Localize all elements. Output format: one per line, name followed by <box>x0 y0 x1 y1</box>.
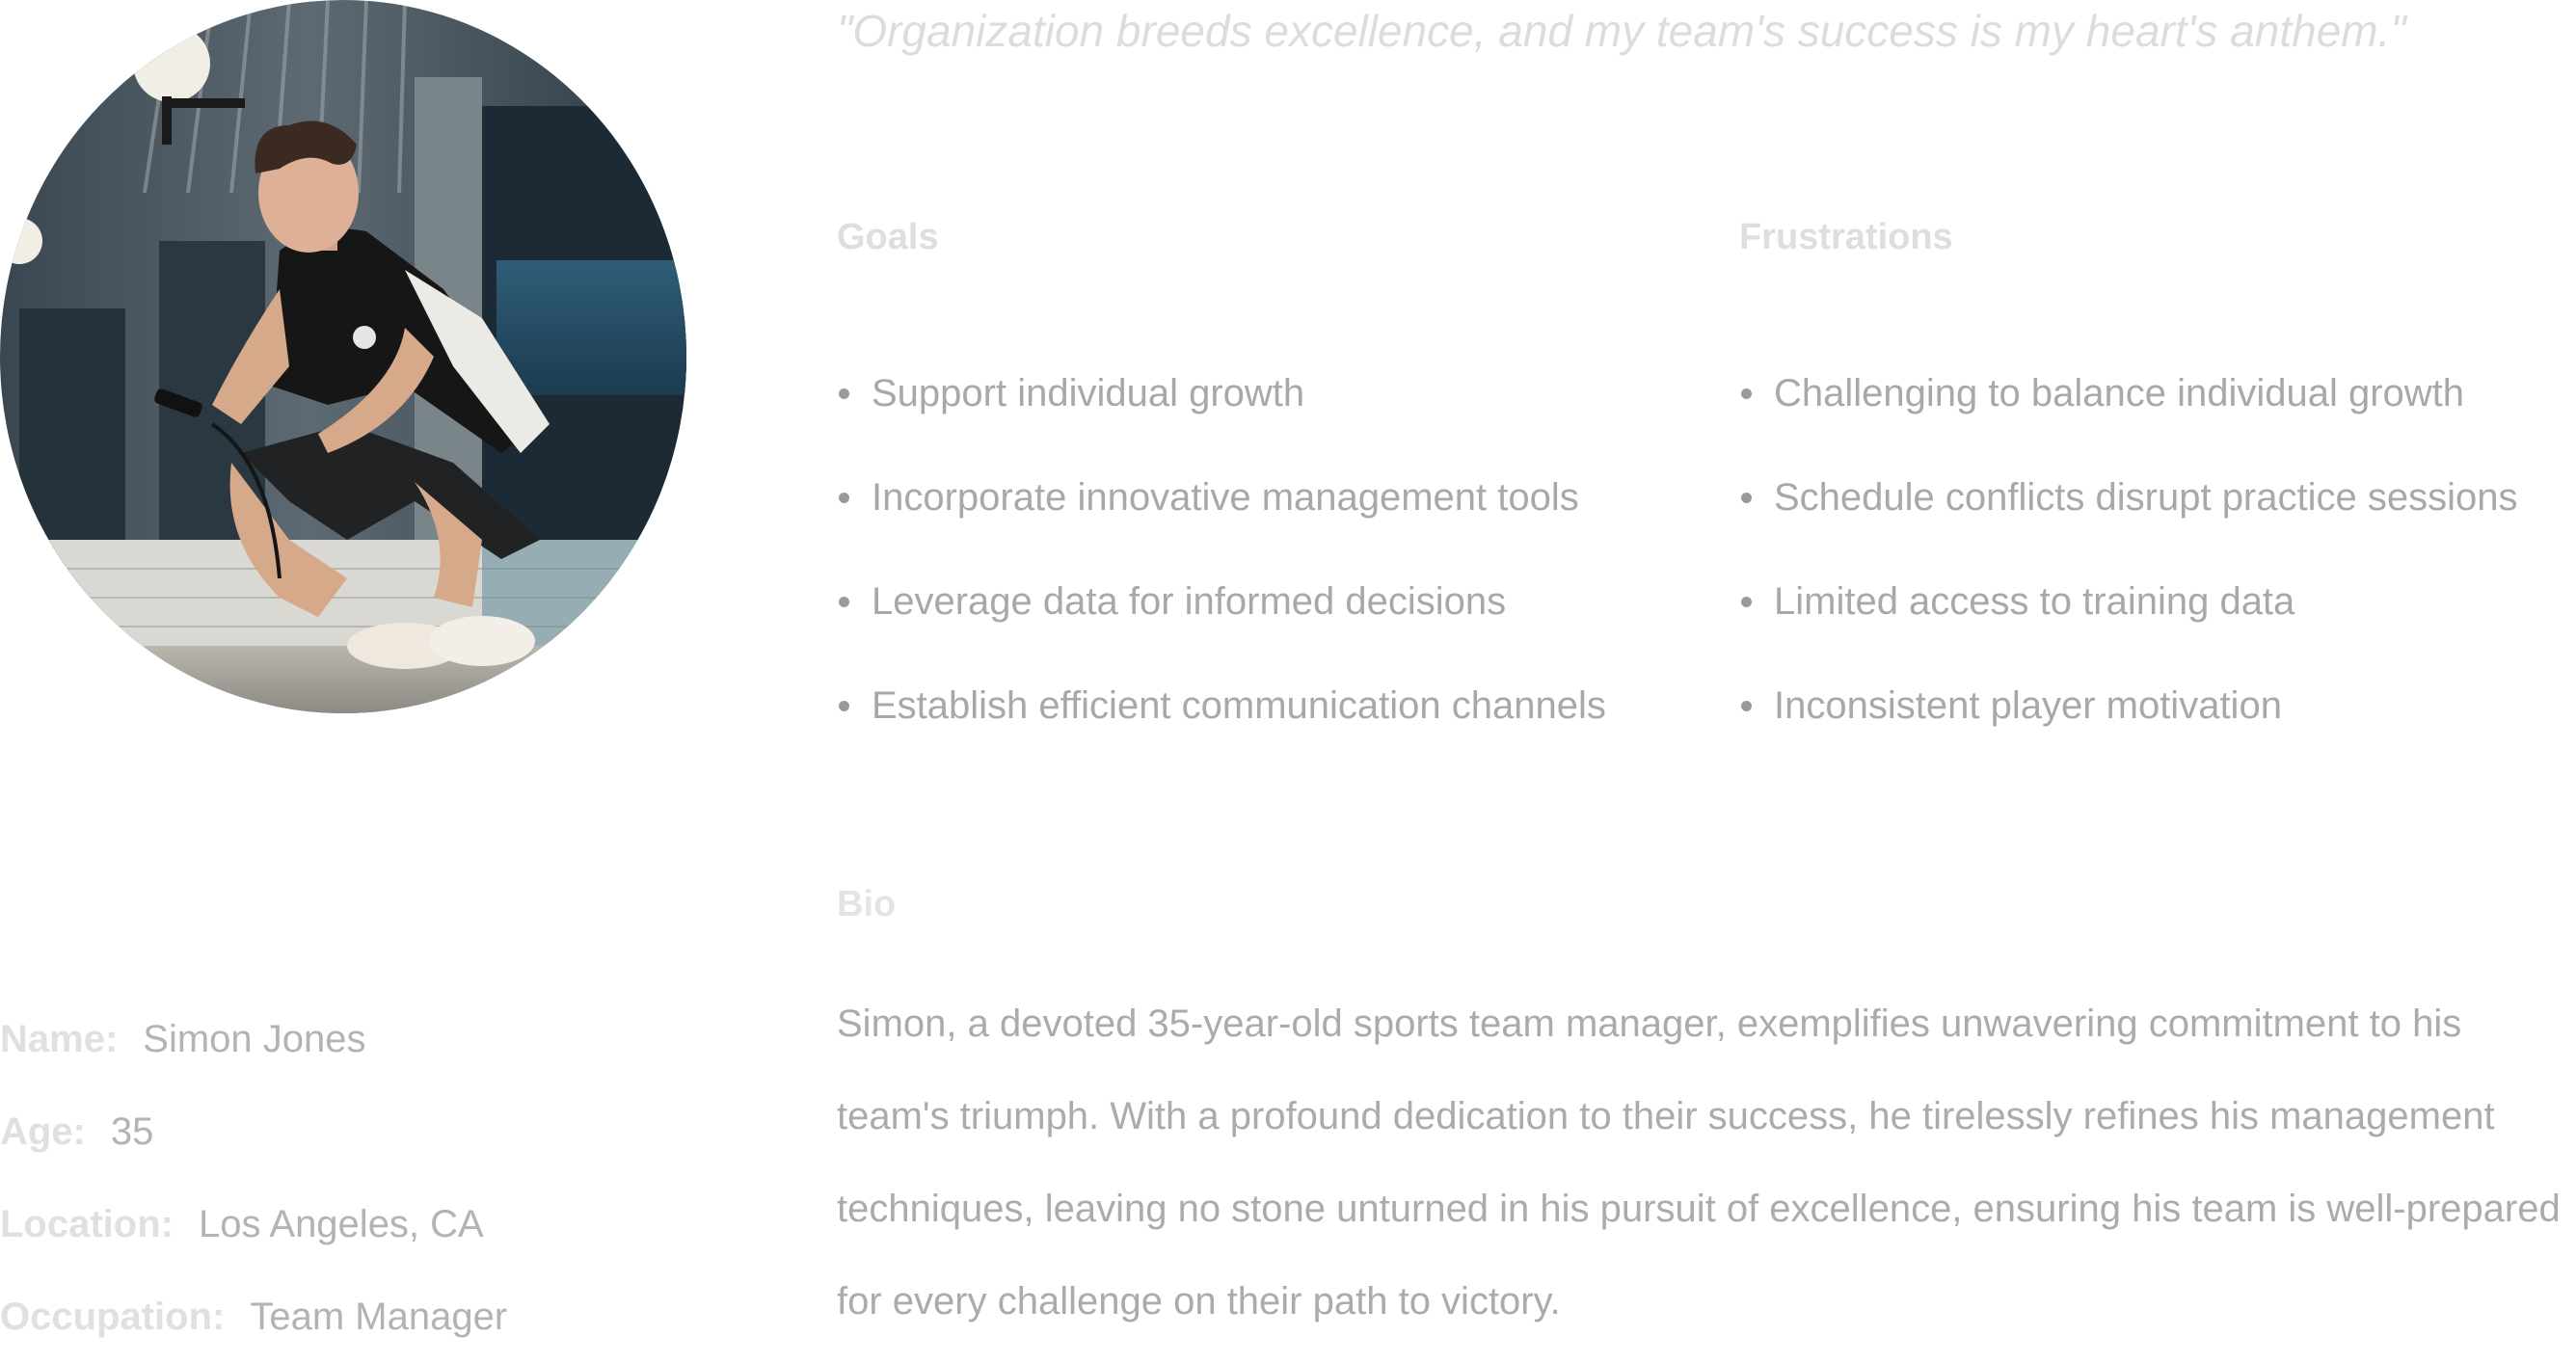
info-row-location: Location: Los Angeles, CA <box>0 1178 771 1270</box>
goal-text: Support individual growth <box>872 372 1305 414</box>
occupation-label: Occupation: <box>0 1295 226 1338</box>
list-item: Inconsistent player motivation <box>1739 679 2576 783</box>
persona-quote: "Organization breeds excellence, and my … <box>837 6 2406 56</box>
bullet-icon <box>1741 493 1752 503</box>
bullet-icon <box>1741 388 1752 399</box>
frustrations-heading: Frustrations <box>1739 217 1953 257</box>
goal-text: Leverage data for informed decisions <box>872 580 1507 623</box>
goal-text: Establish efficient communication channe… <box>872 684 1606 727</box>
location-value: Los Angeles, CA <box>198 1202 484 1245</box>
bullet-icon <box>839 388 849 399</box>
bullet-icon <box>839 701 849 711</box>
bullet-icon <box>839 597 849 607</box>
frustrations-section: Frustrations Challenging to balance indi… <box>1739 210 2576 783</box>
bio-heading: Bio <box>837 884 897 924</box>
person-photo-icon <box>0 0 686 713</box>
info-row-name: Name: Simon Jones <box>0 993 771 1085</box>
location-label: Location: <box>0 1202 174 1245</box>
bullet-icon <box>1741 701 1752 711</box>
goals-list: Support individual growth Incorporate in… <box>837 366 1704 783</box>
list-item: Challenging to balance individual growth <box>1739 366 2576 470</box>
info-row-age: Age: 35 <box>0 1085 771 1178</box>
goals-heading: Goals <box>837 217 939 257</box>
list-item: Establish efficient communication channe… <box>837 679 1704 783</box>
frustration-text: Limited access to training data <box>1774 580 2295 623</box>
frustration-text: Schedule conflicts disrupt practice sess… <box>1774 476 2518 519</box>
list-item: Incorporate innovative management tools <box>837 470 1704 575</box>
list-item: Schedule conflicts disrupt practice sess… <box>1739 470 2576 575</box>
info-row-occupation: Occupation: Team Manager <box>0 1270 771 1363</box>
list-item: Limited access to training data <box>1739 575 2576 679</box>
bio-section: Bio Simon, a devoted 35-year-old sports … <box>837 877 2576 1348</box>
bullet-icon <box>839 493 849 503</box>
list-item: Leverage data for informed decisions <box>837 575 1704 679</box>
bullet-icon <box>1741 597 1752 607</box>
frustration-text: Inconsistent player motivation <box>1774 684 2282 727</box>
name-value: Simon Jones <box>143 1017 366 1060</box>
avatar <box>0 0 686 713</box>
goals-section: Goals Support individual growth Incorpor… <box>837 210 1704 783</box>
goal-text: Incorporate innovative management tools <box>872 476 1579 519</box>
age-label: Age: <box>0 1109 86 1153</box>
frustrations-list: Challenging to balance individual growth… <box>1739 366 2576 783</box>
personal-info: Name: Simon Jones Age: 35 Location: Los … <box>0 993 771 1363</box>
frustration-text: Challenging to balance individual growth <box>1774 372 2465 414</box>
bio-text: Simon, a devoted 35-year-old sports team… <box>837 1002 2561 1323</box>
list-item: Support individual growth <box>837 366 1704 470</box>
name-label: Name: <box>0 1017 119 1060</box>
age-value: 35 <box>110 1109 154 1153</box>
occupation-value: Team Manager <box>250 1295 508 1338</box>
